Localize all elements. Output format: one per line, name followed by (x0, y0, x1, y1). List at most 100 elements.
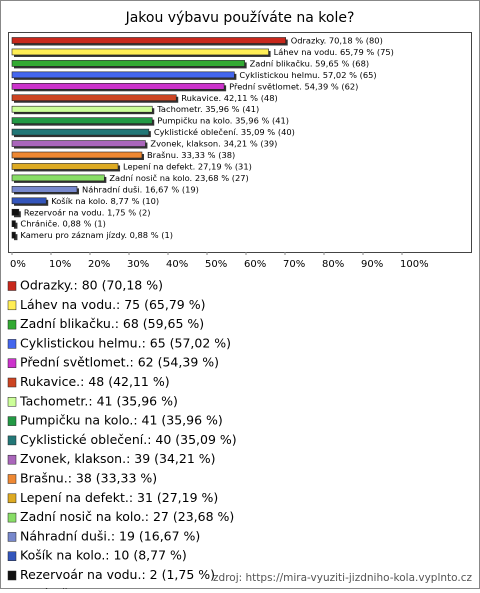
bar (11, 128, 150, 136)
bar-label: Kameru pro záznam jízdy. 0,88 % (1) (20, 230, 173, 240)
bar (11, 197, 47, 205)
legend-label: Rezervoár na vodu.: 2 (1,75 %) (20, 567, 215, 582)
legend-label: Pumpičku na kolo.: 41 (35,96 %) (20, 413, 223, 428)
x-tick-label: 20% (88, 259, 110, 270)
legend-swatch (7, 435, 17, 446)
bar-category: Náhradní duši. (82, 184, 142, 194)
bar (11, 140, 146, 147)
bar-label: Přední světlomet. 54,39 % (62) (229, 81, 358, 91)
legend-swatch (7, 493, 17, 504)
bar-value-label: 1,75 % (2) (107, 207, 150, 217)
x-tick-label: 70% (283, 259, 305, 270)
bar (11, 37, 287, 44)
bar (11, 83, 225, 90)
legend-swatch (7, 397, 17, 407)
bar (11, 174, 105, 182)
bar-value-label: 42,11 % (48) (224, 92, 278, 102)
bar-category: Přední světlomet. (229, 81, 302, 91)
bar-label: Láhev na vodu. 65,79 % (75) (274, 46, 394, 56)
bar (11, 163, 119, 170)
legend-swatch (7, 300, 17, 311)
bar (11, 71, 235, 79)
legend-label: Náhradní duši.: 19 (16,67 %) (20, 528, 200, 543)
bar-value-label: 23,68 % (27) (195, 172, 249, 182)
bar-category: Cyklistickou helmu. (239, 69, 320, 79)
legend-swatch (7, 358, 17, 368)
bar-value-label: 54,39 % (62) (304, 81, 358, 91)
legend-label: Přední světlomet.: 62 (54,39 %) (20, 355, 219, 370)
legend-swatch (7, 416, 17, 426)
bar-value-label: 70,18 % (80) (329, 35, 383, 45)
legend-swatch (7, 474, 17, 484)
bar-category: Tachometr. (156, 104, 202, 114)
bar-value-label: 65,79 % (75) (340, 46, 394, 56)
bar-category: Zadní nosič na kolo. (109, 172, 192, 182)
legend-label: Cyklistickou helmu.: 65 (57,02 %) (20, 335, 231, 350)
bar-value-label: 35,96 % (41) (205, 104, 259, 114)
bar-category: Cyklistické oblečení. (154, 127, 238, 137)
legend-label: Tachometr.: 41 (35,96 %) (19, 393, 178, 408)
x-tick-label: 100% (400, 259, 429, 270)
legend-swatch (7, 319, 17, 330)
legend-swatch (7, 512, 17, 523)
bar-value-label: 34,21 % (39) (223, 138, 277, 148)
bar (11, 117, 153, 124)
legend-swatch (7, 454, 17, 465)
legend-swatch (7, 570, 17, 581)
bar-category: Rukavice. (181, 92, 221, 102)
legend-swatch (7, 339, 17, 349)
bar (11, 151, 143, 159)
legend-label: Brašnu.: 38 (33,33 %) (20, 471, 157, 486)
legend-label: Láhev na vodu.: 75 (65,79 %) (20, 297, 206, 312)
bar-label: Zvonek, klakson. 34,21 % (39) (150, 138, 277, 148)
bar-label: Zadní blikačku. 59,65 % (68) (250, 58, 369, 68)
bar-category: Láhev na vodu. (274, 46, 338, 56)
legend-label: Zvonek, klakson.: 39 (34,21 %) (20, 451, 216, 466)
bar-label: Cyklistickou helmu. 57,02 % (65) (239, 69, 376, 79)
bar-category: Zadní blikačku. (250, 58, 313, 68)
legend-label: Zadní nosič na kolo.: 27 (23,68 %) (20, 509, 234, 524)
x-tick-label: 30% (127, 259, 149, 270)
x-tick-label: 60% (244, 259, 266, 270)
bar-value-label: 0,88 % (1) (62, 218, 105, 228)
legend-swatch (7, 281, 17, 291)
legend-label: Cyklistické oblečení.: 40 (35,09 %) (20, 432, 237, 447)
x-tick-label: 0% (10, 259, 26, 270)
chart-title: Jakou výbavu používáte na kole? (125, 10, 355, 26)
legend-label: Rukavice.: 48 (42,11 %) (20, 374, 170, 389)
legend-label: Košík na kolo.: 10 (8,77 %) (20, 548, 187, 563)
bar-label: Odrazky. 70,18 % (80) (291, 35, 383, 45)
legend-label: Lepení na defekt.: 31 (27,19 %) (20, 490, 218, 505)
bar-label: Náhradní duši. 16,67 % (19) (82, 184, 199, 194)
bar-label: Pumpičku na kolo. 35,96 % (41) (157, 115, 289, 125)
x-tick-label: 80% (322, 259, 344, 270)
bar-value-label: 33,33 % (38) (181, 150, 235, 160)
bar-category: Pumpičku na kolo. (157, 115, 232, 125)
bar-label: Brašnu. 33,33 % (38) (147, 150, 235, 160)
source: zdroj: https://mira-vyuziti-jizdniho-kol… (213, 572, 472, 584)
legend-swatch (7, 551, 17, 561)
bar (11, 48, 269, 56)
legend-swatch (7, 532, 17, 542)
bar-category: Zvonek, klakson. (150, 138, 220, 148)
bar-label: Rukavice. 42,11 % (48) (181, 92, 278, 102)
bar-category: Odrazky. (291, 35, 327, 45)
bar-value-label: 35,96 % (41) (235, 115, 289, 125)
x-tick-label: 40% (166, 259, 188, 270)
bar (11, 231, 16, 239)
x-tick-label: 10% (49, 259, 71, 270)
bar-value-label: 35,09 % (40) (241, 127, 295, 137)
bar-label: Cyklistické oblečení. 35,09 % (40) (154, 127, 295, 137)
bar-value-label: 0,88 % (1) (130, 230, 173, 240)
bar-value-label: 57,02 % (65) (323, 69, 377, 79)
bar-value-label: 27,19 % (31) (198, 161, 252, 171)
bar-category: Lepení na defekt. (123, 161, 195, 171)
bar-category: Chrániče. (20, 218, 59, 228)
bar (11, 220, 16, 227)
legend-swatch (7, 377, 17, 388)
bar (11, 208, 20, 216)
bar-label: Zadní nosič na kolo. 23,68 % (27) (109, 172, 248, 182)
bar-category: Košík na kolo. (51, 195, 108, 205)
legend-label: Zadní blikačku.: 68 (59,65 %) (20, 316, 204, 331)
